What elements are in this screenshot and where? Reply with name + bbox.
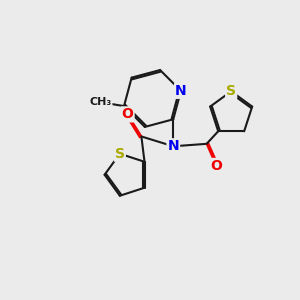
Text: CH₃: CH₃ bbox=[89, 97, 112, 107]
Text: S: S bbox=[115, 147, 125, 161]
Text: N: N bbox=[167, 139, 179, 153]
Text: O: O bbox=[211, 159, 222, 173]
Text: S: S bbox=[226, 84, 236, 98]
Text: N: N bbox=[175, 84, 187, 98]
Text: O: O bbox=[122, 107, 134, 122]
